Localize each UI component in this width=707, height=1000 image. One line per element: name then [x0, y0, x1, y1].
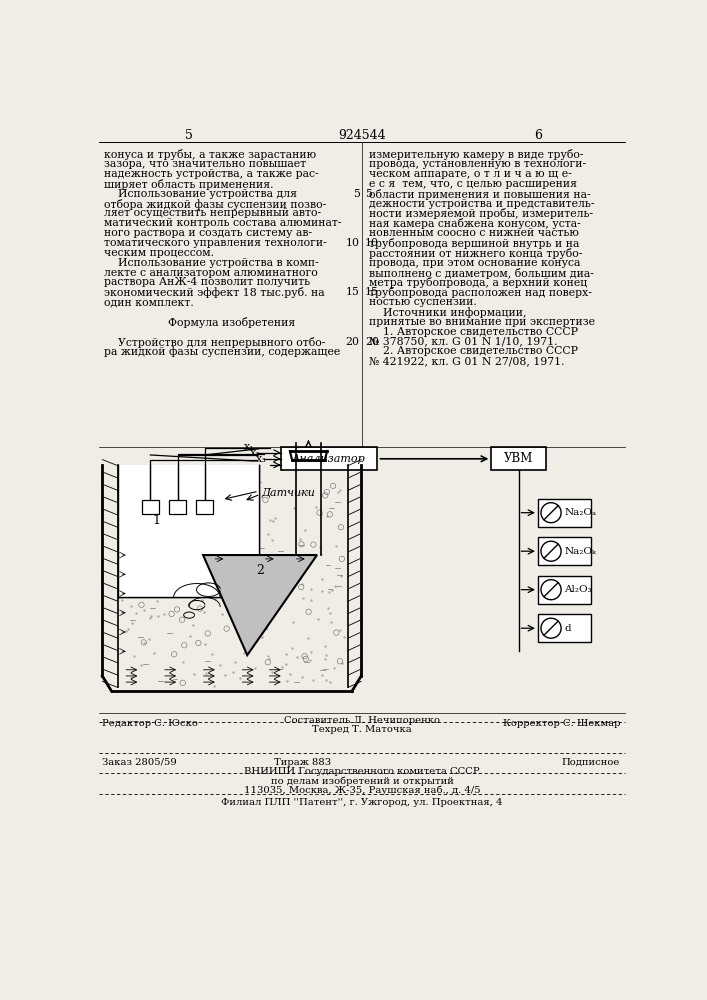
Text: 10: 10	[365, 238, 379, 248]
Text: Тираж 883: Тираж 883	[274, 758, 332, 767]
Bar	[118, 465, 259, 597]
Text: 20: 20	[365, 337, 379, 347]
Text: трубопровода вершиной внутрь и на: трубопровода вершиной внутрь и на	[369, 238, 579, 249]
Bar	[169, 500, 186, 514]
Text: области применения и повышения на-: области применения и повышения на-	[369, 189, 590, 200]
Text: ная камера снабжена конусом, уста-: ная камера снабжена конусом, уста-	[369, 218, 580, 229]
Text: 2: 2	[257, 564, 264, 577]
Bar	[538, 614, 590, 642]
Text: экономический эффект 18 тыс.руб. на: экономический эффект 18 тыс.руб. на	[104, 287, 325, 298]
Text: 15: 15	[346, 287, 360, 297]
Bar	[538, 537, 590, 565]
Text: Формула изобретения: Формула изобретения	[168, 317, 296, 328]
Text: x₃: x₃	[256, 454, 267, 464]
Text: расстоянии от нижнего конца трубо-: расстоянии от нижнего конца трубо-	[369, 248, 583, 259]
Bar	[538, 576, 590, 604]
Bar	[491, 447, 546, 470]
Text: 5: 5	[365, 189, 372, 199]
Polygon shape	[203, 555, 317, 655]
Text: ческом аппарате, о т л и ч а ю щ е-: ческом аппарате, о т л и ч а ю щ е-	[369, 169, 572, 179]
Text: ширяет область применения.: ширяет область применения.	[104, 179, 274, 190]
Text: отбора жидкой фазы суспензии позво-: отбора жидкой фазы суспензии позво-	[104, 199, 326, 210]
Text: Устройство для непрерывного отбо-: Устройство для непрерывного отбо-	[104, 337, 325, 348]
Text: конуса и трубы, а также зарастанию: конуса и трубы, а также зарастанию	[104, 149, 316, 160]
Text: ностью суспензии.: ностью суспензии.	[369, 297, 477, 307]
Text: 20: 20	[346, 337, 360, 347]
Text: x₁: x₁	[244, 442, 255, 452]
Text: 10: 10	[346, 238, 360, 248]
Text: провода, при этом основание конуса: провода, при этом основание конуса	[369, 258, 580, 268]
Text: ляет осуществить непрерывный авто-: ляет осуществить непрерывный авто-	[104, 208, 321, 218]
Text: 15: 15	[365, 287, 379, 297]
Text: Использование устройства в комп-: Использование устройства в комп-	[104, 258, 319, 268]
Text: Al₂O₃: Al₂O₃	[564, 585, 592, 594]
Text: Заказ 2805/59: Заказ 2805/59	[103, 758, 177, 767]
Text: Использование устройства для: Использование устройства для	[104, 189, 297, 199]
Text: d: d	[564, 624, 571, 633]
Text: один комплект.: один комплект.	[104, 297, 194, 307]
Bar	[538, 499, 590, 527]
Text: № 378750, кл. G 01 N 1/10, 1971.: № 378750, кл. G 01 N 1/10, 1971.	[369, 337, 557, 347]
Text: x₂: x₂	[250, 448, 260, 458]
Text: 6: 6	[534, 129, 542, 142]
Text: Техред Т. Маточка: Техред Т. Маточка	[312, 725, 411, 734]
Text: ра жидкой фазы суспензии, содержащее: ра жидкой фазы суспензии, содержащее	[104, 346, 340, 357]
Text: ности измеряемой пробы, измеритель-: ности измеряемой пробы, измеритель-	[369, 208, 593, 219]
Text: 2. Авторское свидетельство СССР: 2. Авторское свидетельство СССР	[369, 346, 578, 356]
Text: № 421922, кл. G 01 N 27/08, 1971.: № 421922, кл. G 01 N 27/08, 1971.	[369, 356, 564, 366]
Text: 924544: 924544	[338, 129, 386, 142]
Text: Источники информации,: Источники информации,	[369, 307, 527, 318]
Text: Анализатор: Анализатор	[292, 454, 366, 464]
Text: надежность устройства, а также рас-: надежность устройства, а также рас-	[104, 169, 318, 179]
Text: 5: 5	[185, 129, 193, 142]
Text: лекте с анализатором алюминатного: лекте с анализатором алюминатного	[104, 268, 317, 278]
Text: е с я  тем, что, с целью расширения: е с я тем, что, с целью расширения	[369, 179, 577, 189]
Text: выполнено с диаметром, большим диа-: выполнено с диаметром, большим диа-	[369, 268, 594, 279]
Text: томатического управления технологи-: томатического управления технологи-	[104, 238, 327, 248]
Text: Подписное: Подписное	[561, 758, 620, 767]
Text: зазора, что значительно повышает: зазора, что значительно повышает	[104, 159, 306, 169]
Text: Na₂Oₐ: Na₂Oₐ	[564, 508, 596, 517]
Text: трубопровода расположен над поверх-: трубопровода расположен над поверх-	[369, 287, 592, 298]
Text: 1. Авторское свидетельство СССР: 1. Авторское свидетельство СССР	[369, 327, 578, 337]
Bar	[142, 500, 159, 514]
Text: Редактор С. Юско: Редактор С. Юско	[103, 719, 198, 728]
Text: 1: 1	[153, 514, 160, 527]
Text: по делам изобретений и открытий: по делам изобретений и открытий	[271, 776, 453, 786]
Text: измерительную камеру в виде трубо-: измерительную камеру в виде трубо-	[369, 149, 583, 160]
Text: Na₂Oₖ: Na₂Oₖ	[564, 547, 596, 556]
Text: принятые во внимание при экспертизе: принятые во внимание при экспертизе	[369, 317, 595, 327]
Text: ного раствора и создать систему ав-: ного раствора и создать систему ав-	[104, 228, 312, 238]
Text: Филиал ПЛП ''Патент'', г. Ужгород, ул. Проектная, 4: Филиал ПЛП ''Патент'', г. Ужгород, ул. П…	[221, 798, 503, 807]
Text: Составитель Л. Нечипоренко: Составитель Л. Нечипоренко	[284, 716, 440, 725]
Text: 113035, Москва, Ж-35, Раушская наб., д. 4/5: 113035, Москва, Ж-35, Раушская наб., д. …	[244, 785, 480, 795]
Text: Корректор С. Шекмар: Корректор С. Шекмар	[503, 719, 620, 728]
Text: ческим процессом.: ческим процессом.	[104, 248, 214, 258]
Text: матический контроль состава алюминат-: матический контроль состава алюминат-	[104, 218, 341, 228]
Text: дежности устройства и представитель-: дежности устройства и представитель-	[369, 199, 595, 209]
Text: Датчики: Датчики	[261, 488, 315, 498]
Text: ВНИИПИ Государственного комитета СССР: ВНИИПИ Государственного комитета СССР	[244, 767, 480, 776]
Text: УВМ: УВМ	[504, 452, 533, 465]
Text: раствора АнЖ-4 позволит получить: раствора АнЖ-4 позволит получить	[104, 277, 310, 287]
Text: новленным соосно с нижней частью: новленным соосно с нижней частью	[369, 228, 579, 238]
Text: метра трубопровода, а верхний конец: метра трубопровода, а верхний конец	[369, 277, 588, 288]
Bar	[281, 447, 378, 470]
Text: провода, установленную в технологи-: провода, установленную в технологи-	[369, 159, 586, 169]
Text: 5: 5	[353, 189, 360, 199]
Bar	[196, 500, 213, 514]
